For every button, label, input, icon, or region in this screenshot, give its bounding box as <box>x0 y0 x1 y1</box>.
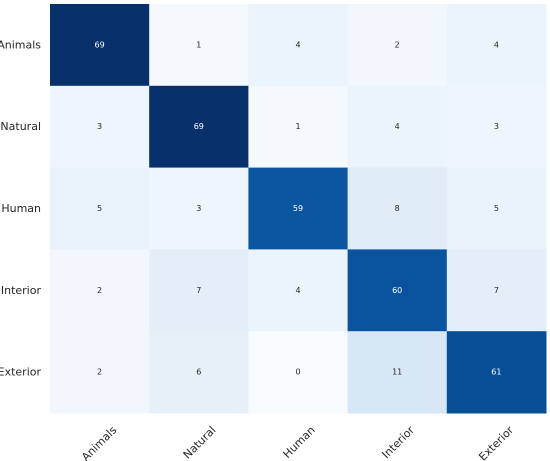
row-tick-labels: Animals Natural Human Interior Exterior <box>0 38 41 378</box>
row-label-natural: Natural <box>0 120 41 133</box>
cell-value-label: 8 <box>395 204 400 213</box>
heatmap-cell-exterior-natural <box>149 331 249 414</box>
cell-value-label: 1 <box>196 40 201 49</box>
heatmap-cell-exterior-animals <box>50 331 150 414</box>
heatmap-cell-animals-human <box>248 4 349 87</box>
heatmap-cell-animals-natural <box>149 4 249 87</box>
column-label-exterior: Exterior <box>476 423 516 461</box>
heatmap-cell-natural-human <box>248 85 349 169</box>
heatmap-cell-animals-interior <box>347 4 448 87</box>
cell-value-label: 5 <box>494 204 499 213</box>
heatmap-cell-exterior-exterior <box>446 331 547 414</box>
heatmap-cell-interior-natural <box>149 249 249 332</box>
cell-value-label: 3 <box>196 204 201 213</box>
heatmap-cells <box>50 4 547 414</box>
cell-value-label: 2 <box>97 286 102 295</box>
heatmap-cell-animals-exterior <box>446 4 547 87</box>
cell-value-label: 69 <box>194 122 204 131</box>
cell-value-label: 3 <box>97 122 102 131</box>
cell-value-label: 4 <box>395 122 400 131</box>
row-label-human: Human <box>1 202 41 215</box>
heatmap-cell-interior-human <box>248 249 349 332</box>
heatmap-cell-interior-interior <box>347 249 448 332</box>
cell-value-label: 4 <box>295 40 300 49</box>
heatmap-cell-human-natural <box>149 167 249 250</box>
heatmap-cell-interior-exterior <box>446 249 547 332</box>
row-label-interior: Interior <box>1 284 42 297</box>
cell-value-label: 6 <box>196 368 201 377</box>
heatmap-cell-human-interior <box>347 167 448 250</box>
cell-value-label: 4 <box>494 40 499 49</box>
heatmap-cell-natural-animals <box>50 85 150 169</box>
cell-value-label: 5 <box>97 204 102 213</box>
cell-value-label: 7 <box>494 286 499 295</box>
heatmap-cell-exterior-interior <box>347 331 448 414</box>
heatmap-cell-human-exterior <box>446 167 547 250</box>
heatmap-cell-human-human <box>248 167 349 250</box>
cell-value-label: 3 <box>494 122 499 131</box>
heatmap-cell-labels: 69 1 4 2 43 69 1 4 35 3 59 8 52 7 4 60 72 6 0 11 61 <box>95 40 502 376</box>
cell-value-label: 0 <box>295 368 300 377</box>
column-label-natural: Natural <box>181 424 219 461</box>
row-label-animals: Animals <box>0 38 41 51</box>
cell-value-label: 1 <box>295 122 300 131</box>
cell-value-label: 59 <box>293 204 303 213</box>
heatmap-cell-natural-interior <box>347 85 448 169</box>
column-label-human: Human <box>281 424 318 461</box>
cell-value-label: 60 <box>392 286 402 295</box>
column-label-interior: Interior <box>379 423 417 461</box>
heatmap-cell-natural-natural <box>149 85 249 169</box>
cell-value-label: 69 <box>95 40 105 49</box>
row-label-exterior: Exterior <box>0 366 41 379</box>
cell-value-label: 2 <box>97 368 102 377</box>
cell-value-label: 61 <box>491 368 501 377</box>
heatmap-cell-interior-animals <box>50 249 150 332</box>
column-label-animals: Animals <box>79 423 119 461</box>
cell-value-label: 2 <box>395 40 400 49</box>
heatmap-cell-human-animals <box>50 167 150 250</box>
heatmap-cell-animals-animals <box>50 4 150 87</box>
heatmap-cell-natural-exterior <box>446 85 547 169</box>
cell-value-label: 4 <box>295 286 300 295</box>
heatmap-cell-exterior-human <box>248 331 349 414</box>
cell-value-label: 7 <box>196 286 201 295</box>
cell-value-label: 11 <box>392 368 402 377</box>
column-tick-labels: Animals Natural Human Interior Exterior <box>79 423 516 461</box>
